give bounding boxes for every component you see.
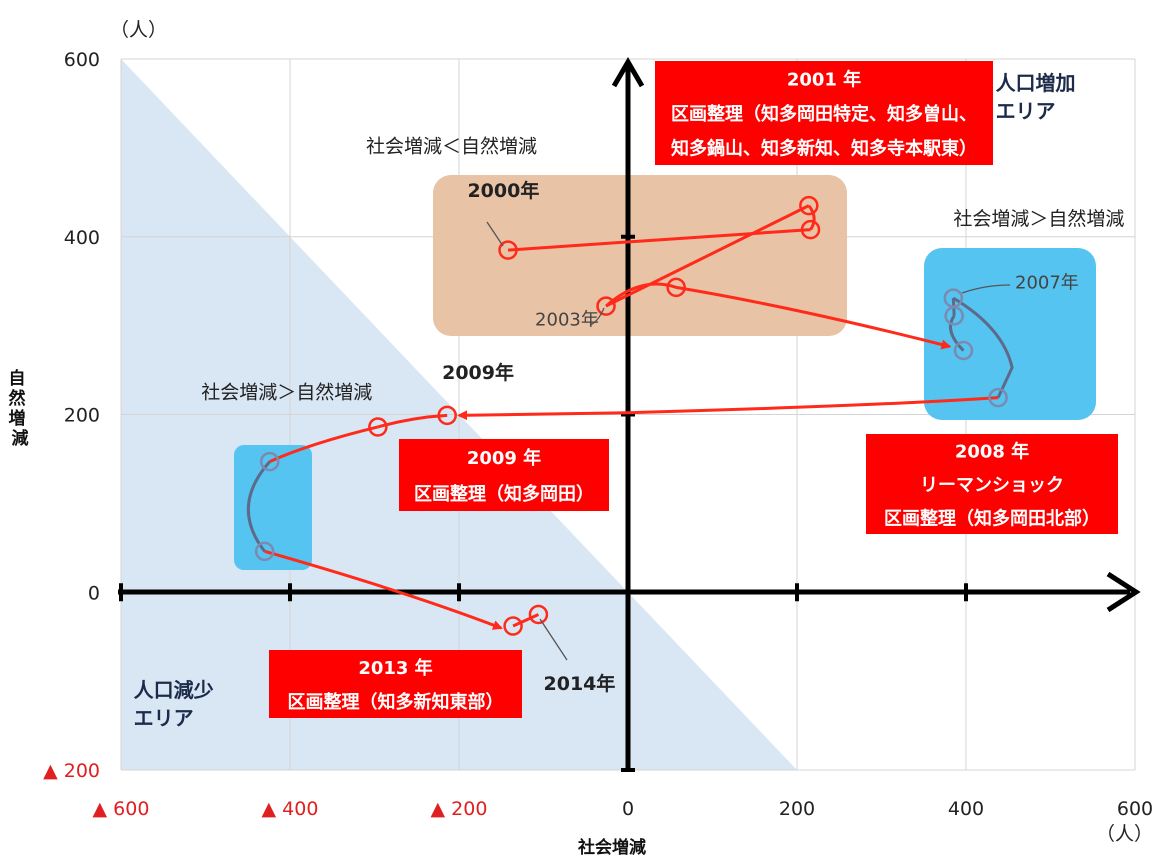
annotation-line: 区画整理（知多岡田） xyxy=(414,483,594,505)
trend-segment xyxy=(264,549,503,630)
year-label: 2009年 xyxy=(442,361,514,384)
y-axis-title-char-1: 自 xyxy=(9,368,26,389)
x-tick-label: ▲ 400 xyxy=(262,798,319,820)
data-points xyxy=(254,195,1008,636)
y-tick-label: 600 xyxy=(64,49,100,71)
leader-lines xyxy=(486,221,1011,661)
x-tick-labels: ▲ 600 ▲ 400 ▲ 200 0 200 400 600 xyxy=(93,798,1154,820)
leader-2014 xyxy=(539,618,568,661)
x-tick-label: 0 xyxy=(622,798,634,820)
annotation-line: 2008 年 xyxy=(955,441,1029,463)
highlight-box-2011-2012 xyxy=(234,445,312,570)
annotation-background xyxy=(399,439,609,511)
highlight-box-2000-2004 xyxy=(433,175,847,336)
annotation-background xyxy=(655,61,993,165)
annotation-line: 区画整理（知多新知東部） xyxy=(288,691,504,713)
data-point-2010 xyxy=(368,417,388,437)
area-label: エリア xyxy=(134,706,194,730)
data-point-2002 xyxy=(799,195,819,216)
data-point-2005 xyxy=(953,340,974,361)
annotation-line: 区画整理（知多岡田特定、知多曽山、 xyxy=(671,103,977,125)
data-point-2000 xyxy=(498,240,518,260)
data-point-2008 xyxy=(988,387,1008,408)
comparison-note: 社会増減＞自然増減 xyxy=(953,208,1124,230)
y-tick-labels: 600 400 200 0 ▲ 200 xyxy=(43,49,100,782)
y-unit-label: （人） xyxy=(110,19,167,41)
annotation-line: 2013 年 xyxy=(358,657,432,679)
x-tick-label: 600 xyxy=(1117,798,1153,820)
data-point-2001 xyxy=(800,219,821,240)
year-labels: 2000年 2003年 2007年 2009年 2014年 xyxy=(442,179,1079,695)
y-tick-label: ▲ 200 xyxy=(43,760,100,782)
data-point-2011 xyxy=(259,451,280,472)
data-point-2014 xyxy=(528,604,549,625)
x-tick-label: 400 xyxy=(948,798,984,820)
area-label: 人口減少 xyxy=(134,678,214,702)
trend-segment xyxy=(675,285,952,350)
y-axis-arrowhead xyxy=(611,57,645,88)
data-point-2007 xyxy=(943,288,964,308)
y-axis-title-char-3: 増 xyxy=(9,408,26,429)
comparison-note: 社会増減＜自然増減 xyxy=(366,135,537,157)
y-axis-title-char-4: 減 xyxy=(12,428,29,449)
axes xyxy=(118,57,1141,772)
data-point-2012 xyxy=(254,541,275,562)
x-tick-label: ▲ 600 xyxy=(93,798,150,820)
year-label: 2007年 xyxy=(1015,272,1079,293)
annotation-line: 2009 年 xyxy=(467,447,541,469)
annotations: 2001 年区画整理（知多岡田特定、知多曽山、知多鍋山、知多新知、知多寺本駅東）… xyxy=(269,61,1118,718)
y-tick-label: 0 xyxy=(88,582,100,604)
leader-2003 xyxy=(589,307,605,326)
data-point-2009 xyxy=(437,405,457,426)
x-tick-label: 200 xyxy=(779,798,815,820)
annotation-line: リーマンショック xyxy=(920,475,1064,496)
trend-segment xyxy=(605,204,810,308)
data-point-2013 xyxy=(503,616,523,636)
year-label: 2003年 xyxy=(535,310,599,331)
year-label: 2014年 xyxy=(544,672,616,695)
leader-2007 xyxy=(961,284,1011,294)
y-axis-title-char-2: 然 xyxy=(9,388,26,409)
x-unit-label: （人） xyxy=(1096,823,1153,845)
trend-segment xyxy=(507,228,811,252)
data-point-2003 xyxy=(596,296,616,316)
area-label: 人口増加 xyxy=(996,71,1076,95)
leader-2000 xyxy=(486,221,504,247)
trend-segment xyxy=(948,314,965,352)
x-axis-title: 社会増減 xyxy=(577,837,646,858)
comparison-note: 社会増減＞自然増減 xyxy=(201,382,372,404)
annotation-line: 2001 年 xyxy=(787,68,861,90)
year-label: 2000年 xyxy=(467,179,539,202)
area-label: エリア xyxy=(996,99,1056,123)
trend-segment xyxy=(512,613,540,628)
annotation-background xyxy=(866,434,1118,534)
trend-segment xyxy=(952,296,1014,399)
x-axis-arrowhead xyxy=(1106,571,1141,613)
data-point-2004 xyxy=(666,277,686,298)
y-tick-label: 200 xyxy=(64,405,100,427)
trend-segment xyxy=(246,460,271,553)
trend-segment xyxy=(807,204,816,231)
trend-segment xyxy=(457,396,999,421)
trend-segment xyxy=(377,413,448,429)
annotation-line: 区画整理（知多岡田北部） xyxy=(884,507,1100,529)
annotation-line: 知多鍋山、知多新知、知多寺本駅東） xyxy=(671,138,977,160)
y-axis-title: 自 然 増 減 xyxy=(9,368,32,449)
annotation-background xyxy=(269,650,522,718)
y-tick-label: 400 xyxy=(64,227,100,249)
x-tick-label: ▲ 200 xyxy=(431,798,488,820)
